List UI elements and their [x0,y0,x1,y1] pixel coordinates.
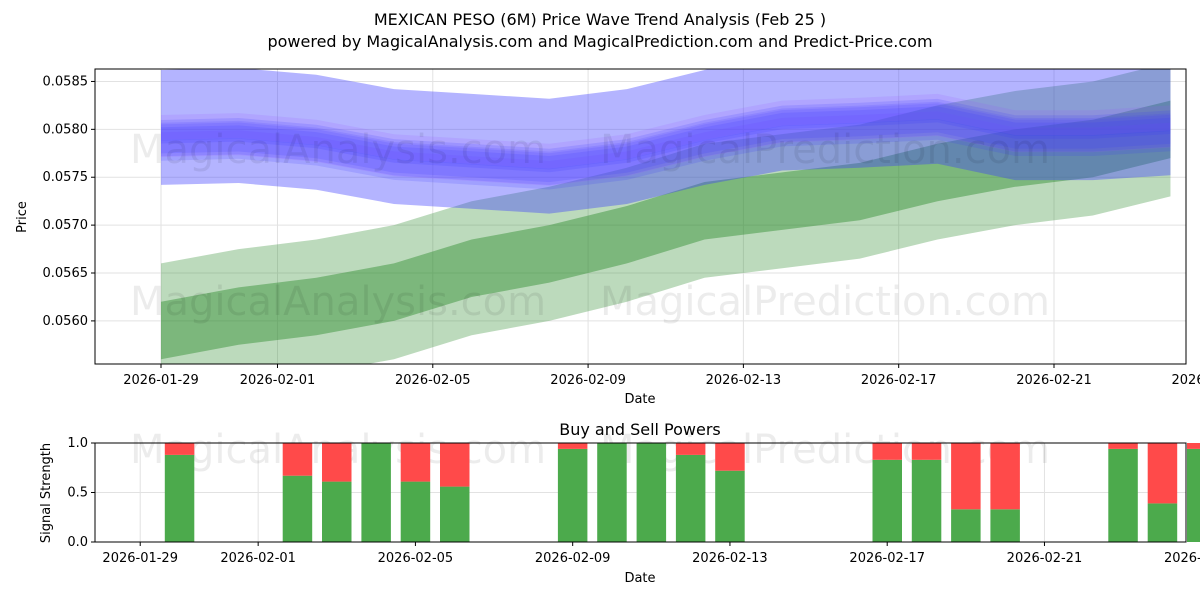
sell-bar [911,443,942,460]
x-tick-label: 2026-02-05 [378,551,454,566]
buy-bar [1108,448,1138,542]
y-tick-label: 0.0 [67,535,88,550]
trend-band-inner [161,100,1171,360]
buy-bar [715,470,745,542]
signal-x-ticks: 2026-01-29 2026-02-01 2026-02-05 2026-02-09… [102,542,1200,566]
buy-bar [164,454,195,542]
signal-bars [164,443,1200,542]
watermark-left: MagicalAnalysis.com [130,127,546,173]
sell-bar [872,443,902,460]
y-tick-label: 0.0565 [43,266,89,281]
buy-bar [361,443,391,542]
signal-title: Buy and Sell Powers [559,420,721,439]
wave-band-layer [161,93,1171,169]
buy-bar [872,459,902,542]
buy-bar [990,509,1020,542]
sell-bar [951,443,981,510]
sell-bar [322,443,352,482]
watermark-right: MagicalPrediction.com [600,127,1050,173]
y-tick-label: 0.5 [67,486,88,501]
x-tick-label: 2026-02-01 [220,551,296,566]
watermark-left: MagicalAnalysis.com [130,279,546,325]
sell-bar [675,443,706,455]
signal-y-ticks: 0.0 0.5 1.0 [67,436,95,550]
wave-band-layer [161,119,1171,190]
buy-bar [675,454,706,542]
wave-band-layer [161,101,1171,173]
signal-x-label: Date [624,571,655,586]
chart-subtitle: powered by MagicalAnalysis.com and Magic… [267,32,932,51]
sell-bar [1147,443,1178,504]
x-tick-label: 2026-02-09 [535,551,611,566]
buy-bar [400,481,431,542]
x-tick-label: 2026-02-21 [1016,373,1092,388]
x-tick-label: 2026-02-17 [849,551,925,566]
price-frame [94,68,1187,365]
watermark-right: MagicalPrediction.com [600,427,1050,473]
y-tick-label: 0.0585 [43,74,89,89]
buy-bar [951,509,981,542]
y-tick-label: 0.0570 [43,218,89,233]
buy-bar [1187,448,1200,542]
signal-y-label: Signal Strength [39,443,54,543]
sell-bar [1187,443,1200,449]
sell-bar [400,443,431,482]
x-tick-label: 2026-02-05 [395,373,471,388]
y-tick-label: 0.0575 [43,170,89,185]
x-tick-label: 2026-02-25 [1164,551,1200,566]
x-tick-label: 2026-02-13 [692,551,768,566]
price-y-ticks: 0.0560 0.0565 0.0570 0.0575 0.0580 0.0585 [43,74,95,329]
sell-bar [282,443,313,476]
price-y-label: Price [15,201,30,233]
watermark-right: MagicalPrediction.com [600,279,1050,325]
y-tick-label: 0.0560 [43,314,89,329]
chart-title: MEXICAN PESO (6M) Price Wave Trend Analy… [374,10,826,29]
buy-bar [557,448,588,542]
price-grid [95,69,1186,364]
sell-bar [440,443,470,487]
x-tick-label: 2026-02-09 [550,373,626,388]
y-tick-label: 0.0580 [43,122,89,137]
y-tick-label: 1.0 [67,436,88,451]
price-x-label: Date [624,392,655,407]
buy-bar [597,443,627,542]
x-tick-label: 2026-02-17 [861,373,937,388]
x-tick-label: 2026-02-25 [1172,373,1200,388]
sell-bar [1108,443,1138,449]
sell-bar [164,443,195,455]
trend-band-outer [161,69,1171,364]
wave-band-layer [161,98,1171,170]
buy-bar [1147,503,1178,542]
wave-band-layer [161,106,1171,185]
price-x-ticks: 2026-01-29 2026-02-01 2026-02-05 2026-02-09… [123,364,1200,388]
x-tick-label: 2026-01-29 [123,373,199,388]
signal-panel: Buy and Sell Powers MagicalAnalysis.com … [39,420,1200,586]
x-tick-label: 2026-01-29 [102,551,178,566]
x-tick-label: 2026-02-21 [1007,551,1083,566]
wave-band-layer [161,103,1171,183]
buy-bar [440,486,470,542]
buy-bar [282,475,313,542]
sell-bar [715,443,745,471]
buy-bar [322,481,352,542]
sell-bar [990,443,1020,510]
x-tick-label: 2026-02-01 [240,373,316,388]
wave-band-outer [161,69,1171,214]
price-bands [161,69,1171,364]
x-tick-label: 2026-02-13 [706,373,782,388]
wave-band-layer [161,111,1171,186]
price-panel: MagicalAnalysis.com MagicalPrediction.co… [15,68,1200,407]
sell-bar [557,443,588,449]
buy-bar [636,443,667,542]
buy-bar [911,459,942,542]
